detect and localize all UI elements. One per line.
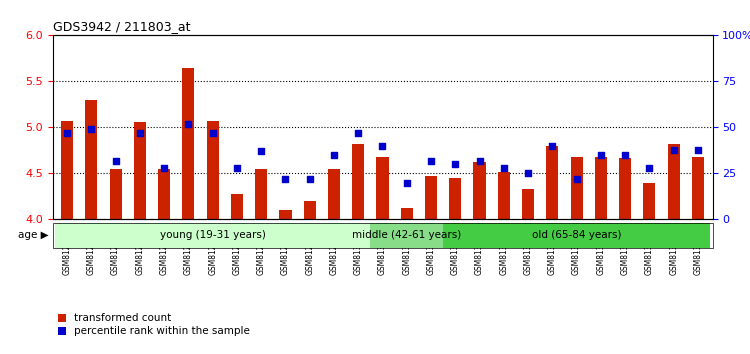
Point (110, 158, 122, 164)
Point (328, 152, 340, 158)
Bar (255, 169, 267, 219)
Bar (206, 121, 219, 219)
Bar (55, 223, 370, 248)
Bar (400, 207, 412, 219)
Bar (546, 146, 559, 219)
Text: GDS3942 / 211803_at: GDS3942 / 211803_at (53, 20, 190, 33)
Bar (522, 189, 534, 219)
Text: old (65-84 years): old (65-84 years) (532, 230, 621, 240)
Bar (619, 158, 632, 219)
Bar (110, 169, 122, 219)
Point (498, 165, 510, 171)
Bar (692, 157, 704, 219)
Bar (376, 157, 388, 219)
Point (134, 130, 146, 136)
Bar (231, 194, 243, 219)
Bar (571, 157, 583, 219)
Bar (498, 172, 510, 219)
Legend: transformed count, percentile rank within the sample: transformed count, percentile rank withi… (58, 313, 250, 336)
Bar (279, 210, 292, 219)
Point (668, 147, 680, 152)
Bar (134, 122, 146, 219)
Point (620, 152, 632, 158)
Point (644, 165, 656, 171)
Bar (370, 223, 443, 248)
Bar (595, 157, 607, 219)
Point (595, 152, 607, 158)
Text: young (19-31 years): young (19-31 years) (160, 230, 266, 240)
Point (400, 180, 412, 185)
Text: age ▶: age ▶ (18, 230, 49, 240)
Bar (425, 176, 437, 219)
Bar (668, 144, 680, 219)
Point (473, 158, 485, 164)
Point (86, 126, 98, 132)
Bar (449, 178, 461, 219)
Point (280, 176, 292, 182)
Point (158, 165, 170, 171)
Bar (182, 68, 194, 219)
Point (352, 130, 364, 136)
Text: middle (42-61 years): middle (42-61 years) (352, 230, 461, 240)
Point (376, 143, 388, 149)
Bar (352, 144, 364, 219)
Point (182, 121, 194, 127)
Point (571, 176, 583, 182)
Bar (443, 223, 710, 248)
Point (522, 171, 534, 176)
Point (304, 176, 316, 182)
Bar (328, 169, 340, 219)
Bar (473, 162, 485, 219)
Point (425, 158, 437, 164)
Point (692, 147, 704, 152)
Bar (644, 183, 656, 219)
Bar (86, 100, 98, 219)
Point (449, 161, 461, 167)
Point (255, 149, 267, 154)
Point (546, 143, 558, 149)
Bar (158, 169, 170, 219)
Point (231, 165, 243, 171)
Point (61, 130, 73, 136)
Point (207, 130, 219, 136)
Bar (304, 201, 316, 219)
Bar (61, 121, 74, 219)
